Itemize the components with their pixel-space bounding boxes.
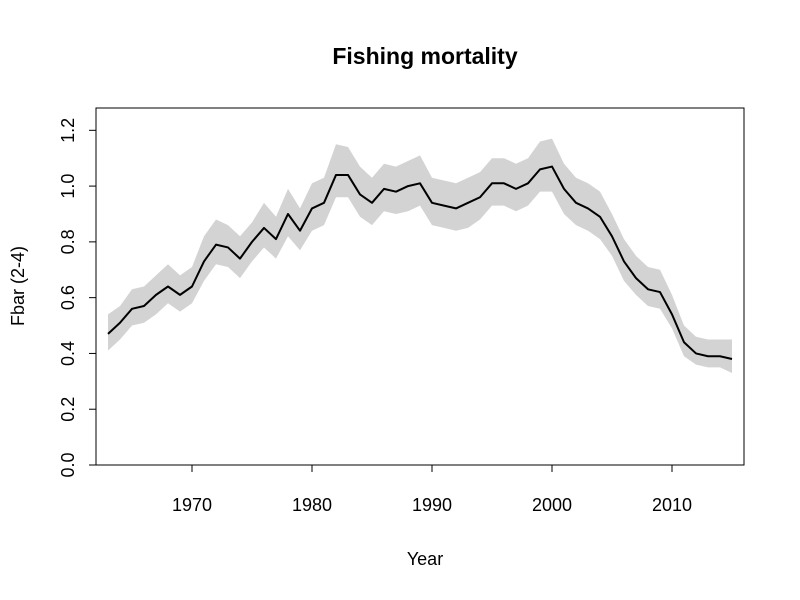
y-tick-label: 0.6: [58, 285, 78, 310]
y-tick-label: 1.2: [58, 118, 78, 143]
x-tick-label: 1990: [412, 495, 452, 515]
x-axis-title: Year: [407, 549, 443, 569]
y-axis-title: Fbar (2-4): [8, 246, 28, 326]
y-tick-label: 0.2: [58, 397, 78, 422]
y-tick-label: 0.8: [58, 229, 78, 254]
x-tick-label: 1980: [292, 495, 332, 515]
confidence-band: [108, 138, 732, 373]
fbar-line: [107, 165, 733, 360]
y-tick-label: 0.0: [58, 452, 78, 477]
x-tick-label: 2010: [652, 495, 692, 515]
chart-title: Fishing mortality: [332, 43, 518, 69]
y-tick-label: 0.4: [58, 341, 78, 366]
x-tick-label: 1970: [172, 495, 212, 515]
x-tick-label: 2000: [532, 495, 572, 515]
y-tick-label: 1.0: [58, 174, 78, 199]
